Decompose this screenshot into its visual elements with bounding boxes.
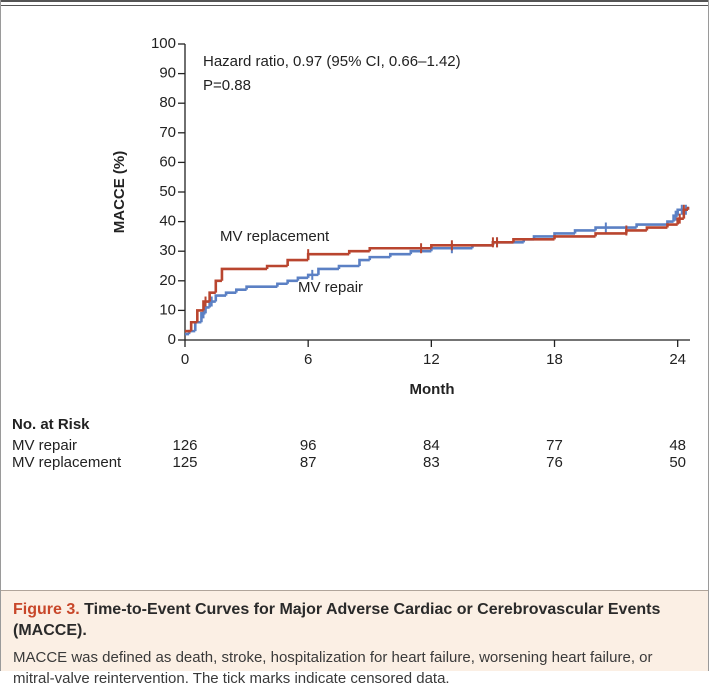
step-segment bbox=[368, 246, 432, 252]
step-segment bbox=[368, 255, 391, 261]
step-segment bbox=[594, 232, 627, 237]
risk-value: 96 bbox=[300, 437, 317, 454]
step-segment bbox=[666, 223, 678, 228]
step-segment bbox=[224, 291, 237, 296]
series-label: MV repair bbox=[298, 279, 363, 296]
risk-value: 76 bbox=[546, 454, 563, 471]
series-label: MV replacement bbox=[220, 228, 330, 245]
step-segment bbox=[296, 276, 309, 281]
risk-value: 125 bbox=[172, 454, 197, 471]
x-tick-label: 6 bbox=[304, 351, 312, 368]
step-segment bbox=[337, 264, 360, 269]
step-segment bbox=[676, 217, 684, 225]
step-segment bbox=[189, 320, 198, 332]
caption: Figure 3. Time-to-Event Curves for Major… bbox=[1, 590, 708, 687]
step-segment bbox=[245, 285, 278, 290]
step-segment bbox=[306, 273, 319, 278]
step-segment bbox=[265, 264, 288, 269]
step-segment bbox=[388, 252, 411, 258]
figure-label: Figure 3. bbox=[13, 601, 80, 618]
risk-value: 126 bbox=[172, 437, 197, 454]
step-segment bbox=[286, 279, 298, 284]
step-segment bbox=[235, 288, 247, 293]
risk-value: 83 bbox=[423, 454, 440, 471]
step-segment bbox=[208, 300, 216, 308]
y-tick-label: 0 bbox=[168, 331, 176, 348]
step-segment bbox=[573, 229, 596, 234]
risk-value: 77 bbox=[546, 437, 563, 454]
step-segment bbox=[645, 226, 668, 231]
x-axis-label: Month bbox=[410, 381, 455, 398]
risk-value: 87 bbox=[300, 454, 317, 471]
step-segment bbox=[317, 267, 339, 275]
step-segment bbox=[358, 258, 370, 266]
caption-title: Figure 3. Time-to-Event Curves for Major… bbox=[13, 599, 698, 641]
y-tick-label: 40 bbox=[159, 213, 176, 230]
risk-table-title: No. at Risk bbox=[12, 416, 90, 433]
step-segment bbox=[204, 306, 210, 314]
step-segment bbox=[347, 249, 370, 255]
risk-value: 50 bbox=[669, 454, 686, 471]
step-segment bbox=[594, 226, 637, 231]
step-segment bbox=[409, 249, 432, 255]
figure-title: Time-to-Event Curves for Major Adverse C… bbox=[13, 601, 661, 639]
step-segment bbox=[193, 320, 202, 332]
risk-value: 84 bbox=[423, 437, 440, 454]
x-tick-label: 12 bbox=[423, 351, 440, 368]
step-segment bbox=[202, 300, 210, 311]
x-tick-label: 24 bbox=[669, 351, 686, 368]
step-segment bbox=[553, 235, 596, 240]
annotation: P=0.88 bbox=[203, 77, 251, 94]
risk-value: 48 bbox=[669, 437, 686, 454]
step-segment bbox=[286, 258, 309, 266]
step-segment bbox=[214, 279, 222, 293]
y-tick-label: 30 bbox=[159, 242, 176, 259]
risk-row-label: MV repair bbox=[12, 437, 77, 454]
chart: Hazard ratio, 0.97 (95% CI, 0.66–1.42) P… bbox=[12, 35, 690, 471]
step-segment bbox=[625, 229, 647, 234]
risk-row-label: MV replacement bbox=[12, 454, 122, 471]
x-tick-label: 0 bbox=[181, 351, 189, 368]
step-segment bbox=[306, 252, 350, 261]
step-segment bbox=[214, 294, 227, 302]
y-tick-label: 10 bbox=[159, 301, 176, 318]
step-segment bbox=[208, 291, 216, 302]
y-tick-label: 70 bbox=[159, 124, 176, 141]
step-segment bbox=[635, 223, 668, 228]
y-tick-label: 80 bbox=[159, 94, 176, 111]
annotation: Hazard ratio, 0.97 (95% CI, 0.66–1.42) bbox=[203, 53, 461, 70]
y-tick-label: 50 bbox=[159, 183, 176, 200]
y-tick-label: 20 bbox=[159, 272, 176, 289]
step-segment bbox=[276, 282, 288, 287]
step-segment bbox=[491, 241, 514, 246]
x-tick-label: 18 bbox=[546, 351, 563, 368]
y-tick-label: 100 bbox=[151, 35, 176, 52]
step-segment bbox=[196, 309, 204, 323]
top-rule bbox=[0, 0, 709, 6]
y-axis-label: MACCE (%) bbox=[111, 151, 128, 234]
step-segment bbox=[430, 243, 493, 249]
caption-text: MACCE was defined as death, stroke, hosp… bbox=[13, 649, 653, 687]
y-tick-label: 90 bbox=[159, 65, 176, 82]
step-segment bbox=[512, 238, 555, 243]
y-tick-label: 60 bbox=[159, 153, 176, 170]
step-segment bbox=[220, 267, 268, 281]
